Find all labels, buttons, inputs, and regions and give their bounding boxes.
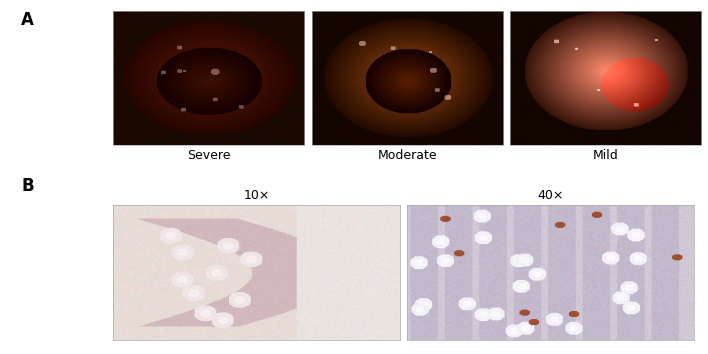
Text: 40×: 40×	[537, 189, 564, 202]
Text: A: A	[21, 11, 34, 29]
Text: B: B	[21, 177, 34, 195]
Text: 10×: 10×	[244, 189, 270, 202]
Text: Mild: Mild	[593, 149, 618, 162]
Text: Moderate: Moderate	[377, 149, 437, 162]
Text: Severe: Severe	[187, 149, 231, 162]
